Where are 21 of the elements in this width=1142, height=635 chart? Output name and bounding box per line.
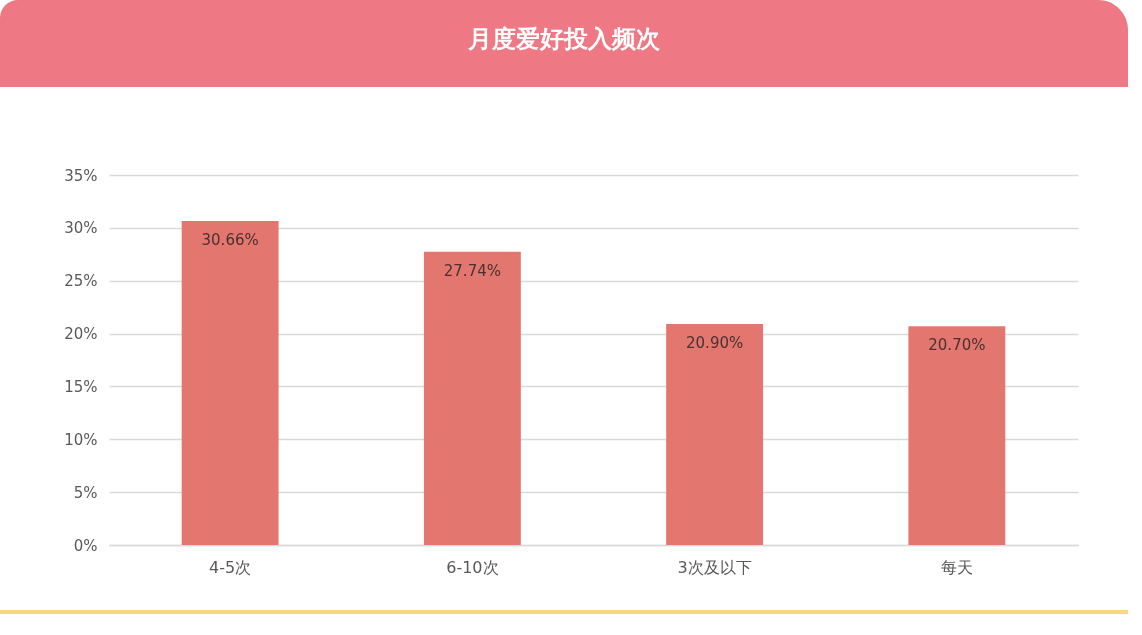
chart-title: 月度爱好投入频次 bbox=[467, 25, 661, 53]
data-label: 30.66% bbox=[201, 230, 259, 249]
x-tick-label: 3次及以下 bbox=[677, 557, 752, 577]
x-tick-label: 6-10次 bbox=[446, 557, 499, 577]
y-tick-label: 10% bbox=[64, 430, 98, 449]
data-label: 20.70% bbox=[928, 336, 986, 355]
y-tick-label: 25% bbox=[64, 272, 98, 291]
data-label: 20.90% bbox=[686, 334, 744, 353]
bar bbox=[666, 324, 764, 545]
bar bbox=[423, 251, 521, 545]
y-tick-label: 0% bbox=[73, 536, 98, 555]
y-tick-label: 20% bbox=[64, 325, 98, 344]
data-label: 27.74% bbox=[443, 261, 501, 280]
bar bbox=[181, 220, 279, 545]
x-tick-label: 每天 bbox=[940, 557, 973, 577]
y-tick-label: 5% bbox=[73, 483, 98, 502]
y-tick-label: 30% bbox=[64, 219, 98, 238]
x-tick-label: 4-5次 bbox=[209, 557, 252, 577]
bar bbox=[908, 326, 1006, 545]
y-tick-label: 35% bbox=[64, 166, 98, 185]
y-tick-label: 15% bbox=[64, 377, 98, 396]
